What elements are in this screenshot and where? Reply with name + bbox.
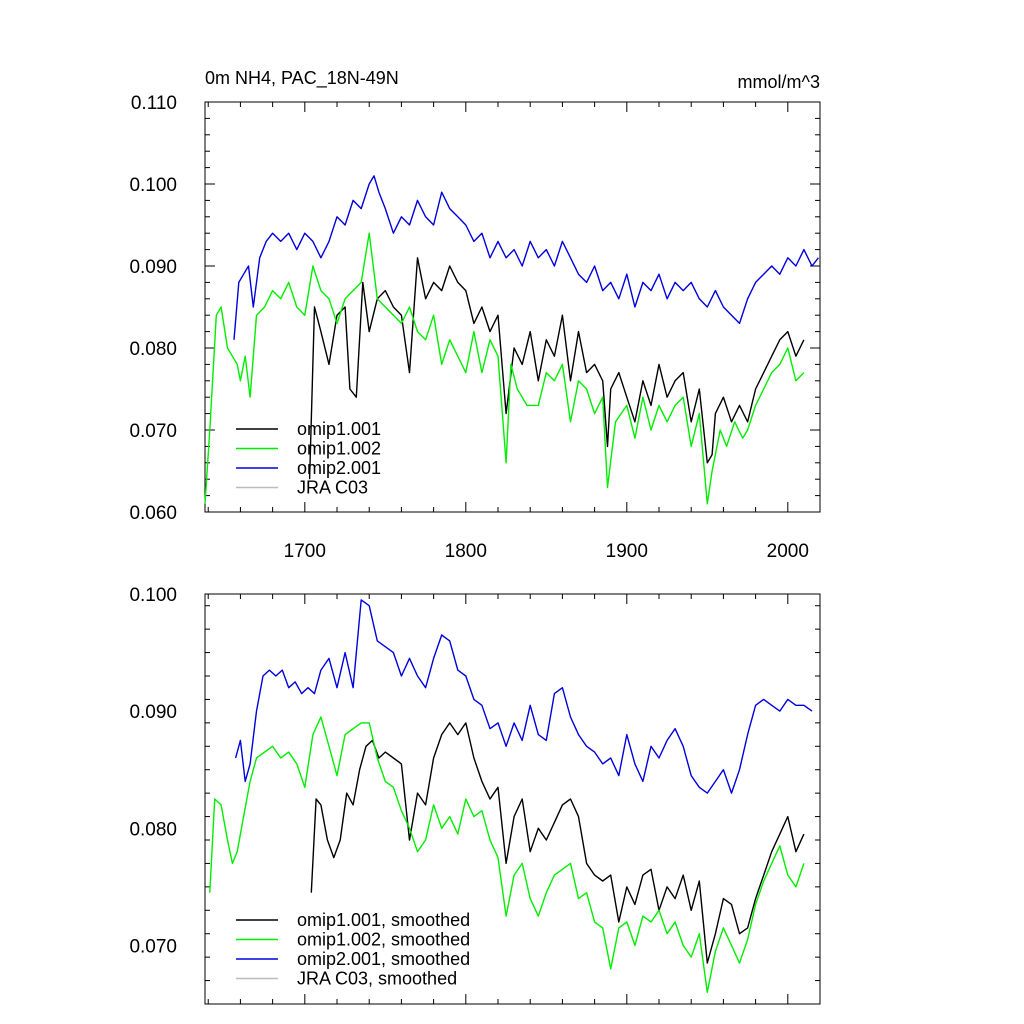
- legend-label: omip1.002, smoothed: [297, 930, 470, 950]
- y-tick-label: 0.070: [129, 936, 177, 957]
- y-tick-label: 0.070: [129, 421, 177, 442]
- legend-label: omip2.001: [297, 458, 381, 478]
- x-tick-label: 1700: [284, 541, 326, 562]
- y-tick-label: 0.060: [129, 503, 177, 524]
- bottom-axis-ticks: 0.070 0.080 0.090 0.100: [129, 585, 821, 1005]
- y-tick-label: 0.100: [129, 585, 177, 606]
- series-line-3: [233, 175, 819, 340]
- y-tick-label: 0.100: [129, 175, 177, 196]
- bottom-series-lines: [209, 599, 813, 993]
- y-tick-label: 0.080: [129, 339, 177, 360]
- top-chart-title: 0m NH4, PAC_18N-49N: [205, 68, 399, 89]
- x-tick-label: 1900: [606, 541, 648, 562]
- bottom-plot-frame: [204, 593, 821, 1005]
- legend-label: omip1.002: [297, 439, 381, 459]
- top-chart: 0m NH4, PAC_18N-49N mmol/m^3 0.0600.0700…: [129, 68, 821, 562]
- y-tick-label: 0.090: [129, 702, 177, 723]
- legend-label: JRA C03: [297, 478, 368, 498]
- y-tick-label: 0.110: [131, 93, 177, 114]
- top-axis-ticks: 0.060 0.070 0.080 0.090 0.100 0.110 1700 1800 19…: [129, 93, 821, 562]
- series-line-2: [204, 232, 805, 505]
- legend-label: JRA C03, smoothed: [297, 969, 457, 989]
- series-line-1: [310, 722, 805, 964]
- series-line-1: [308, 257, 805, 480]
- y-tick-label: 0.080: [129, 819, 177, 840]
- legend-label: omip1.001, smoothed: [297, 910, 470, 930]
- top-chart-units: mmol/m^3: [738, 72, 820, 92]
- top-plot-frame: [204, 101, 821, 513]
- legend-label: omip1.001: [297, 419, 381, 439]
- x-tick-label: 2000: [767, 541, 809, 562]
- x-tick-label: 1800: [445, 541, 487, 562]
- series-line-3: [234, 599, 813, 794]
- top-series-lines: [204, 175, 819, 505]
- series-line-2: [209, 716, 805, 993]
- legend-label: omip2.001, smoothed: [297, 949, 470, 969]
- y-tick-label: 0.090: [129, 257, 177, 278]
- bottom-chart: 0.070 0.080 0.090 0.100 omip1.001, smoothed…: [129, 585, 821, 1005]
